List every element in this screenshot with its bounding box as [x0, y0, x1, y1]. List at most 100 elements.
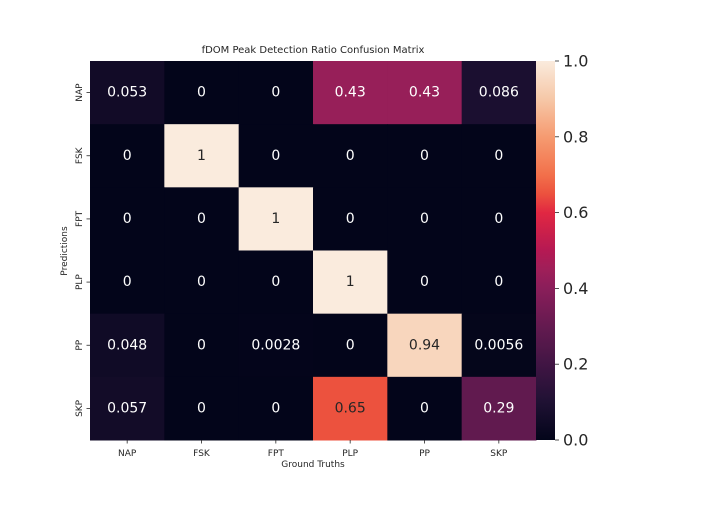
colorbar-tick-label: 1.0 [563, 52, 588, 71]
heatmap-cell [164, 313, 240, 378]
heatmap-cells [90, 61, 537, 441]
cell-value-label: 0 [197, 211, 206, 227]
heatmap-cell [238, 187, 314, 251]
x-tick-label: PLP [342, 449, 358, 459]
colorbar-tick-label: 0.2 [563, 355, 588, 374]
cell-value-label: 0 [197, 274, 206, 290]
heatmap-cell [238, 250, 314, 315]
cell-value-label: 1 [197, 148, 206, 164]
x-tick-label: PP [419, 449, 430, 459]
heatmap-cell [461, 124, 537, 188]
cell-value-label: 0.0056 [474, 337, 523, 353]
heatmap-cell [461, 250, 537, 315]
cell-value-label: 0 [494, 211, 503, 227]
heatmap-cell [387, 61, 463, 125]
heatmap-cell [238, 313, 314, 378]
x-axis-label: Ground Truths [281, 460, 345, 470]
heatmap-cell [461, 376, 537, 441]
cell-value-label: 1 [271, 211, 280, 227]
colorbar-tick-label: 0.8 [563, 127, 588, 146]
cell-value-label: 0 [123, 148, 132, 164]
heatmap-cell [90, 187, 165, 251]
cell-value-label: 0.43 [335, 85, 366, 101]
cell-value-label: 0 [271, 148, 280, 164]
x-tick-label: FPT [268, 449, 285, 459]
cell-value-label: 0 [346, 337, 355, 353]
heatmap-cell [461, 187, 537, 251]
cell-value-label: 0 [197, 337, 206, 353]
colorbar [536, 61, 555, 440]
heatmap-cell [461, 313, 537, 378]
heatmap-cell-labels: 0.053 0 0 0.43 0.43 0.086 0 1 0 0 0 0 0 0 1 0 0 0 0 0 0 1 0 0 0.… [107, 85, 523, 417]
cell-value-label: 0 [494, 274, 503, 290]
heatmap-cell [461, 61, 537, 125]
cell-value-label: 0.43 [409, 85, 440, 101]
heatmap-cell [90, 250, 165, 315]
heatmap-cell [313, 376, 388, 441]
heatmap-cell [387, 124, 463, 188]
cell-value-label: 0 [197, 85, 206, 101]
y-tick-label: SKP [75, 399, 85, 417]
cell-value-label: 0 [271, 274, 280, 290]
colorbar-ticks: 0.0 0.2 0.4 0.6 0.8 1.0 [555, 52, 588, 450]
cell-value-label: 0.057 [107, 400, 147, 416]
colorbar-tick-label: 0.0 [563, 431, 588, 450]
chart-title: fDOM Peak Detection Ratio Confusion Matr… [202, 45, 425, 56]
y-tick-label: PLP [75, 274, 85, 290]
cell-value-label: 0.086 [479, 85, 519, 101]
x-tick-label: FSK [193, 449, 211, 459]
x-axis-ticks: NAP FSK FPT PLP PP SKP [118, 440, 508, 459]
heatmap-cell [387, 187, 463, 251]
cell-value-label: 0.0028 [251, 337, 300, 353]
cell-value-label: 0 [420, 148, 429, 164]
colorbar-tick-label: 0.4 [563, 279, 588, 298]
heatmap-cell [238, 376, 314, 441]
cell-value-label: 0 [123, 274, 132, 290]
y-axis-ticks: NAP FSK FPT PLP PP SKP [75, 83, 90, 417]
cell-value-label: 0 [494, 148, 503, 164]
cell-value-label: 0 [346, 211, 355, 227]
heatmap-cell [387, 376, 463, 441]
cell-value-label: 0.048 [107, 337, 147, 353]
cell-value-label: 0.29 [483, 400, 514, 416]
y-tick-label: FSK [75, 146, 85, 164]
heatmap-cell [313, 250, 388, 315]
heatmap-cell [164, 124, 240, 188]
heatmap-cell [164, 250, 240, 315]
heatmap-cell [164, 61, 240, 125]
cell-value-label: 0 [197, 400, 206, 416]
y-tick-label: PP [75, 339, 85, 350]
heatmap-cell [313, 124, 388, 188]
cell-value-label: 0 [420, 274, 429, 290]
heatmap-cell [387, 313, 463, 378]
y-tick-label: NAP [75, 83, 85, 102]
cell-value-label: 0 [420, 400, 429, 416]
heatmap-cell [238, 61, 314, 125]
cell-value-label: 0 [271, 85, 280, 101]
cell-value-label: 0 [346, 148, 355, 164]
heatmap-cell [90, 376, 165, 441]
y-tick-label: FPT [75, 210, 85, 227]
y-axis-label: Predictions [60, 226, 70, 276]
cell-value-label: 0.053 [107, 85, 147, 101]
cell-value-label: 0 [271, 400, 280, 416]
heatmap-cell [313, 313, 388, 378]
heatmap-cell [90, 124, 165, 188]
heatmap-cell [90, 313, 165, 378]
heatmap-cell [313, 61, 388, 125]
heatmap-cell [238, 124, 314, 188]
heatmap-cell [90, 61, 165, 125]
heatmap-cell [164, 376, 240, 441]
x-tick-label: SKP [490, 449, 508, 459]
cell-value-label: 0 [123, 211, 132, 227]
x-tick-label: NAP [118, 449, 137, 459]
cell-value-label: 0.94 [409, 337, 440, 353]
heatmap-cell [164, 187, 240, 251]
cell-value-label: 0 [420, 211, 429, 227]
heatmap-cell [387, 250, 463, 315]
colorbar-tick-label: 0.6 [563, 203, 588, 222]
cell-value-label: 0.65 [335, 400, 366, 416]
cell-value-label: 1 [346, 274, 355, 290]
